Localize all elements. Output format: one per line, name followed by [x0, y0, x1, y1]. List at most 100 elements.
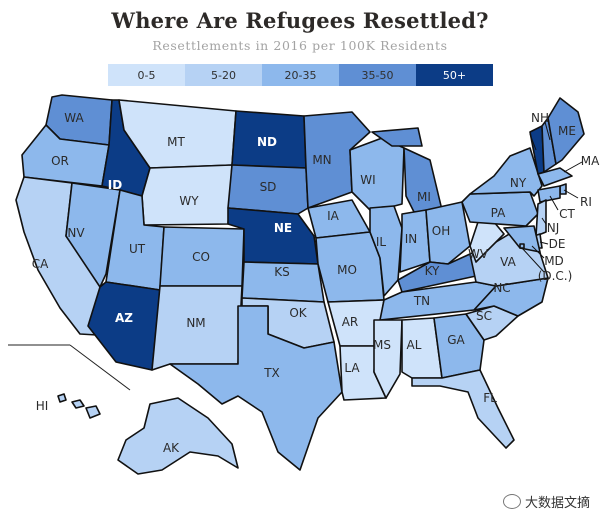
legend-bin-1: 5-20 [185, 64, 262, 86]
state-md [503, 225, 541, 253]
legend-bin-4: 50+ [416, 64, 493, 86]
state-label-pa: PA [491, 206, 506, 220]
state-label-vt: VT [513, 121, 531, 135]
state-wy [141, 164, 233, 226]
state-label-tx: TX [263, 366, 280, 380]
legend-bin-0: 0-5 [108, 64, 185, 86]
inset-divider-1 [69, 344, 131, 391]
state-label-ga: GA [447, 333, 465, 347]
state-label-fl: FL [483, 391, 497, 405]
legend-bin-3: 35-50 [339, 64, 416, 86]
state-label-sd: SD [260, 180, 277, 194]
state-label-mt: MT [167, 135, 185, 149]
state-label-de: DE [549, 237, 566, 251]
legend-label-3: 35-50 [361, 68, 394, 82]
legend: 0-5 5-20 20-35 35-50 50+ [108, 64, 493, 86]
state-label-mi: MI [417, 190, 431, 204]
wechat-icon [502, 494, 521, 509]
state-label-ma: MA [581, 154, 600, 168]
state-label-wv: WV [468, 247, 489, 261]
state-label-nv: NV [67, 226, 85, 240]
state-label-nc: NC [493, 281, 510, 295]
state-tx [169, 305, 343, 471]
leader-de [539, 241, 549, 245]
legend-label-4: 50+ [442, 68, 467, 82]
legend-label-1: 5-20 [211, 68, 236, 82]
leader-lines [8, 121, 583, 391]
legend-label-0: 0-5 [137, 68, 156, 82]
watermark: 大数据文摘 [502, 492, 590, 511]
leader-md [531, 245, 545, 259]
state-ak [117, 397, 239, 475]
state-labels: WA OR CA NV ID MT WY UT AZ CO NM ND SD NE KS OK TX MN IA MO… [32, 111, 600, 455]
state-label-ak: AK [163, 441, 180, 455]
state-shapes [15, 94, 585, 475]
state-label-ar: AR [342, 315, 359, 329]
state-label-mn: MN [312, 153, 331, 167]
state-label-mo: MO [337, 263, 357, 277]
state-in [399, 209, 431, 273]
state-label-oh: OH [432, 224, 450, 238]
state-label-tn: TN [413, 294, 430, 308]
state-hi [57, 393, 101, 419]
state-label-ms: MS [373, 338, 391, 352]
state-label-wy: WY [179, 194, 199, 208]
leader-nj [541, 217, 547, 225]
state-ma [537, 167, 573, 187]
leader-vt [529, 133, 537, 151]
state-label-nj: NJ [547, 221, 560, 235]
leader-ct [549, 195, 559, 211]
state-label-ia: IA [327, 209, 340, 223]
leader-dc [521, 247, 545, 273]
state-me [547, 97, 585, 165]
state-label-ct: CT [559, 207, 575, 221]
state-label-or: OR [51, 154, 69, 168]
state-label-nh: NH [531, 111, 549, 125]
leader-ri [563, 189, 579, 199]
map-subtitle: Resettlements in 2016 per 100K Residents [152, 38, 448, 53]
state-az [87, 281, 161, 371]
state-label-sc: SC [476, 309, 492, 323]
state-label-az: AZ [115, 311, 133, 325]
state-dc [519, 243, 525, 249]
state-label-ok: OK [289, 306, 307, 320]
state-label-ne: NE [274, 221, 292, 235]
map-title: Where Are Refugees Resettled? [111, 8, 489, 33]
state-label-nd: ND [257, 135, 277, 149]
state-label-id: ID [108, 178, 122, 192]
state-nj [535, 199, 547, 237]
watermark-text: 大数据文摘 [524, 496, 590, 511]
state-label-ks: KS [274, 265, 290, 279]
state-label-va: VA [500, 255, 516, 269]
state-label-wi: WI [360, 173, 375, 187]
state-il [369, 205, 403, 297]
state-label-nm: NM [186, 316, 205, 330]
legend-label-2: 20-35 [284, 68, 317, 82]
state-fl [411, 369, 515, 449]
state-label-ny: NY [510, 176, 527, 190]
state-label-me: ME [558, 124, 576, 138]
state-ny [469, 147, 543, 197]
leader-nh [544, 121, 551, 141]
state-label-ri: RI [580, 195, 592, 209]
state-label-la: LA [344, 361, 360, 375]
leader-ma [563, 161, 583, 173]
state-label-ky: KY [425, 264, 440, 278]
state-label-md: MD [544, 254, 564, 268]
state-label-ca: CA [32, 257, 49, 271]
state-label-wa: WA [64, 111, 84, 125]
state-ms [373, 319, 403, 399]
state-wi [349, 137, 405, 213]
state-label-co: CO [192, 250, 210, 264]
state-label-dc: (D.C.) [538, 269, 573, 283]
state-label-il: IL [376, 235, 387, 249]
state-ri [559, 183, 567, 195]
state-label-al: AL [407, 338, 422, 352]
state-ct [537, 185, 561, 203]
state-label-ut: UT [129, 242, 146, 256]
state-label-hi: HI [36, 399, 49, 413]
state-label-in: IN [405, 232, 418, 246]
state-oh [425, 201, 471, 265]
legend-bin-2: 20-35 [262, 64, 339, 86]
